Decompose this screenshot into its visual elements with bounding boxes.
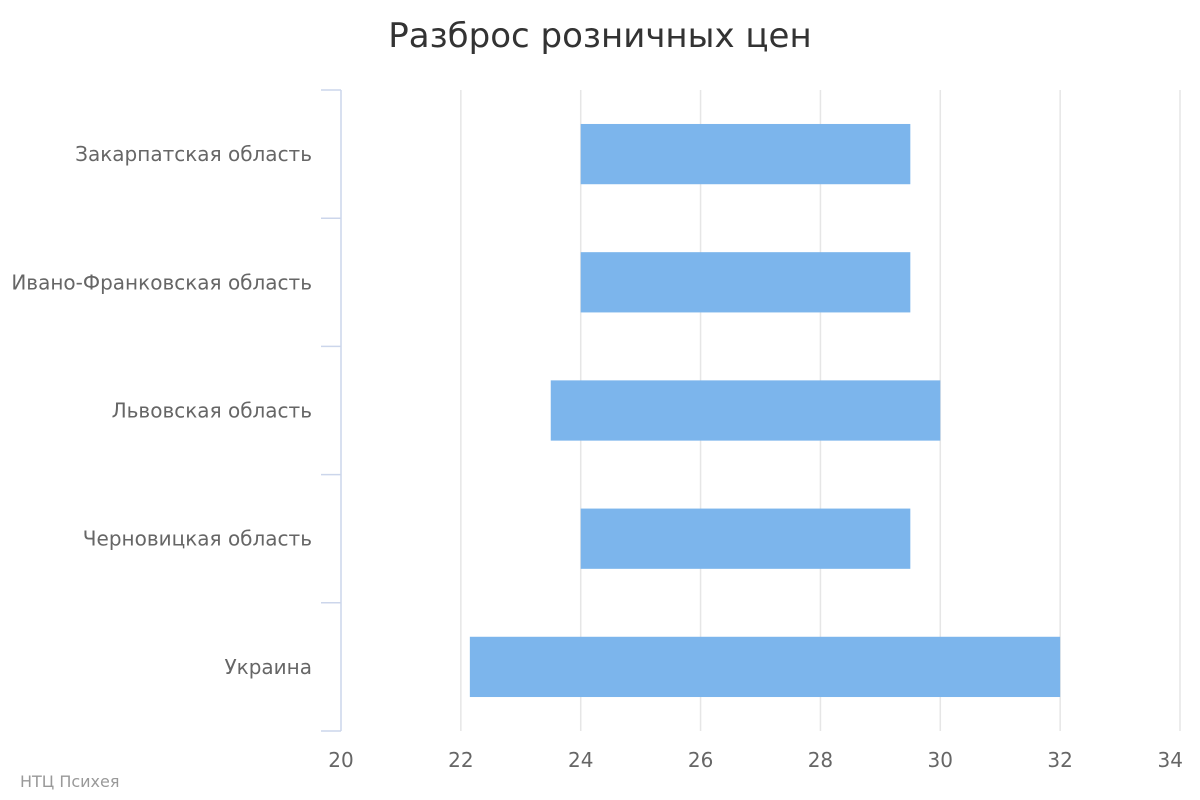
- chart-title: Разброс розничных цен: [388, 16, 811, 56]
- x-tick-label: 34: [1158, 748, 1183, 772]
- category-label: Львовская область: [112, 399, 312, 423]
- bars-layer: [469, 123, 1061, 698]
- category-label: Ивано-Франковская область: [11, 270, 312, 294]
- category-labels: Закарпатская область Ивано-Франковская об…: [11, 142, 312, 679]
- x-axis-tick-labels: 20 22 24 26 28 30 32 34: [328, 748, 1183, 772]
- x-tick-label: 28: [808, 748, 833, 772]
- x-tick-label: 24: [568, 748, 593, 772]
- range-bar: [580, 123, 911, 185]
- credit-label: НТЦ Психея: [20, 772, 120, 791]
- x-tick-label: 30: [928, 748, 953, 772]
- category-label: Черновицкая область: [83, 527, 312, 551]
- y-axis: [321, 89, 342, 732]
- range-bar: [580, 252, 911, 313]
- x-tick-label: 26: [688, 748, 713, 772]
- x-tick-label: 32: [1047, 748, 1072, 772]
- x-tick-label: 22: [448, 748, 473, 772]
- range-bar: [469, 636, 1061, 698]
- x-tick-label: 20: [328, 748, 353, 772]
- category-label: Закарпатская область: [75, 142, 312, 166]
- range-bar: [550, 380, 941, 441]
- category-label: Украина: [224, 655, 312, 679]
- range-bar: [580, 508, 911, 569]
